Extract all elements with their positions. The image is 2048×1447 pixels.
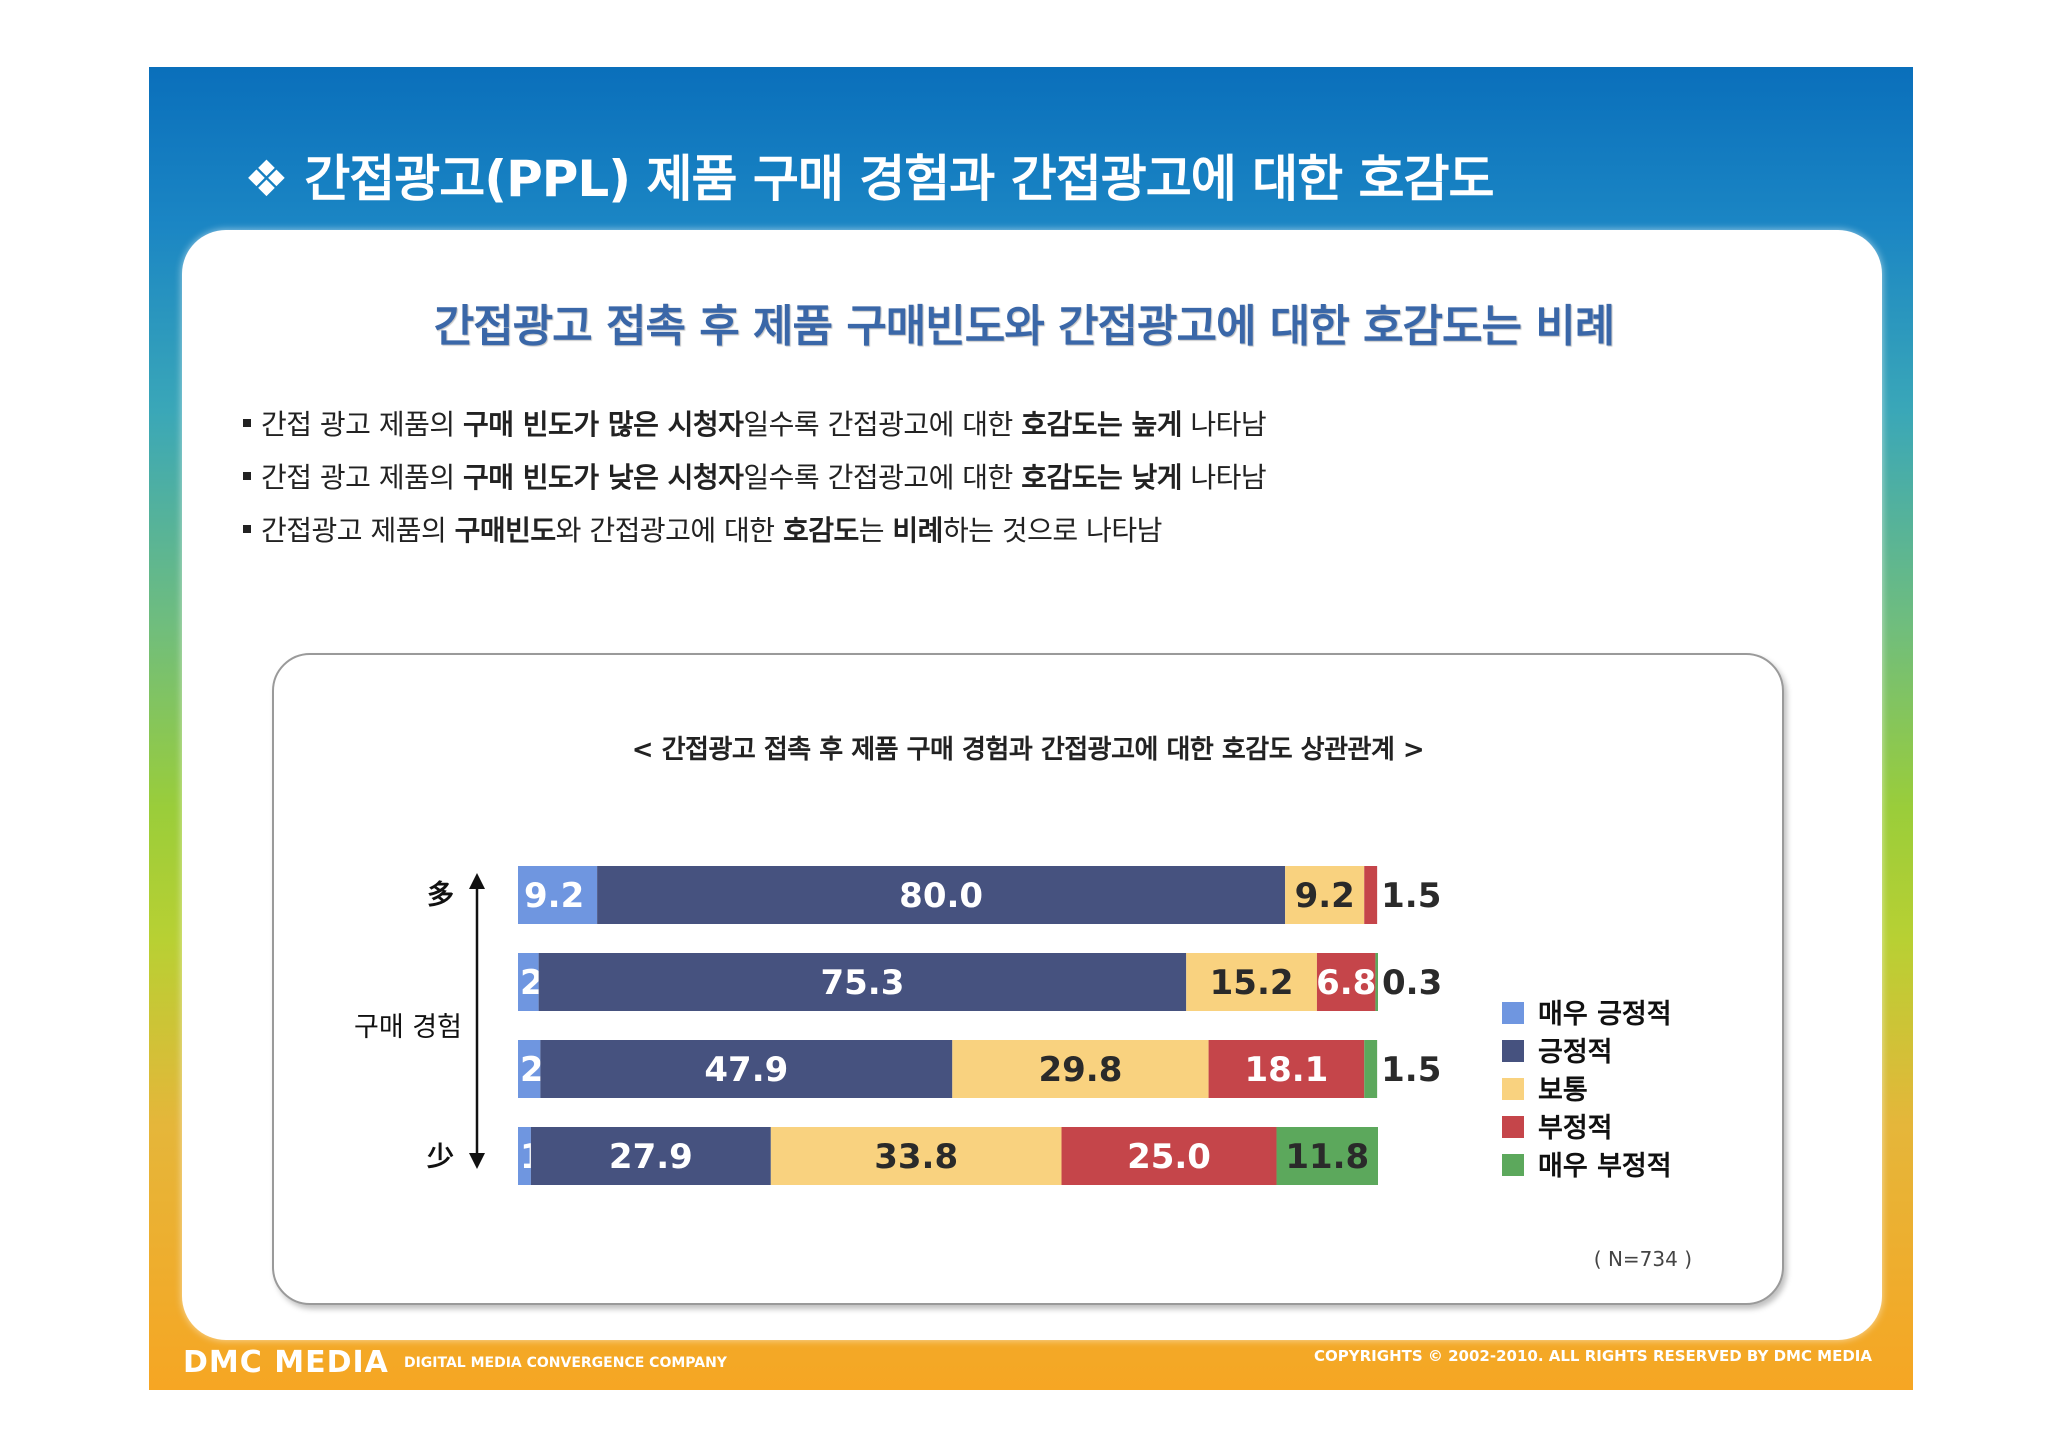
footer-copyright: COPYRIGHTS © 2002-2010. ALL RIGHTS RESER… bbox=[1314, 1347, 1872, 1365]
bar-segment bbox=[1208, 1040, 1365, 1098]
bullet-run: 와 간접광고에 대한 bbox=[555, 514, 783, 547]
bar-segment bbox=[1276, 1127, 1378, 1185]
data-label: 9.2 bbox=[524, 876, 584, 916]
bar-segment bbox=[540, 1040, 953, 1098]
chart-title: < 간접광고 접촉 후 제품 구매 경험과 간접광고에 대한 호감도 상관관계 … bbox=[631, 735, 1425, 765]
bullet-run: 는 bbox=[858, 514, 893, 547]
data-label: 25.0 bbox=[1127, 1137, 1211, 1177]
bar-segment bbox=[530, 1127, 771, 1185]
data-label: 18.1 bbox=[1244, 1050, 1328, 1090]
legend-item: 매우 부정적 bbox=[1502, 1148, 1672, 1186]
bullet-run: 간접 광고 제품의 bbox=[261, 461, 464, 494]
bullet-run: 일수록 간접광고에 대한 bbox=[743, 408, 1022, 441]
bullet-emphasis: 구매빈도 bbox=[454, 514, 557, 547]
legend-swatch bbox=[1502, 1039, 1524, 1062]
bar-segment bbox=[1061, 1127, 1277, 1185]
data-label: 1.5 bbox=[1381, 1050, 1441, 1090]
y-axis-top-label: 多 bbox=[427, 880, 454, 911]
legend-swatch bbox=[1502, 1153, 1524, 1176]
bullet-emphasis: 구매 빈도가 많은 시청자 bbox=[463, 408, 744, 441]
data-label: 75.3 bbox=[820, 963, 904, 1003]
stacked-bar-chart: 9.280.09.21.52.475.315.26.80.32.647.929.… bbox=[469, 866, 1442, 1185]
data-label: 33.8 bbox=[874, 1137, 958, 1177]
bullet-run: 나타남 bbox=[1182, 461, 1267, 494]
data-label: 1.5 bbox=[1381, 876, 1441, 916]
bullet-run: 간접 광고 제품의 bbox=[261, 408, 464, 441]
bar-segment bbox=[518, 1040, 541, 1098]
data-label: 0.3 bbox=[1382, 963, 1442, 1003]
data-label: 6.8 bbox=[1316, 963, 1376, 1003]
bullet-square-icon bbox=[243, 419, 251, 427]
chart-box: < 간접광고 접촉 후 제품 구매 경험과 간접광고에 대한 호감도 상관관계 … bbox=[272, 653, 1784, 1305]
bar-segment bbox=[1186, 953, 1317, 1011]
bullet-emphasis: 구매 빈도가 낮은 시청자 bbox=[463, 461, 744, 494]
bullet-square-icon bbox=[243, 525, 251, 533]
bullet-emphasis: 호감도 bbox=[782, 514, 859, 547]
bullet-emphasis: 호감도는 높게 bbox=[1021, 408, 1183, 441]
legend-label: 보통 bbox=[1538, 1075, 1588, 1106]
slide-title: ❖ 간접광고(PPL) 제품 구매 경험과 간접광고에 대한 호감도 bbox=[244, 150, 1495, 208]
bar-segment bbox=[538, 953, 1187, 1011]
y-axis-bottom-label: 少 bbox=[427, 1142, 454, 1173]
legend-item: 부정적 bbox=[1502, 1110, 1672, 1148]
sample-size-note: ( N=734 ) bbox=[1593, 1247, 1692, 1271]
bullet-text: 간접 광고 제품의 구매 빈도가 낮은 시청자일수록 간접광고에 대한 호감도는… bbox=[261, 461, 1267, 494]
legend-label: 부정적 bbox=[1538, 1113, 1613, 1144]
bar-segment bbox=[1375, 953, 1378, 1011]
arrow-down-icon bbox=[469, 1153, 485, 1169]
legend-swatch bbox=[1502, 1077, 1524, 1100]
legend-swatch bbox=[1502, 1115, 1524, 1138]
arrow-up-icon bbox=[469, 873, 485, 889]
data-label: 29.8 bbox=[1038, 1050, 1122, 1090]
bar-segment bbox=[1316, 953, 1376, 1011]
bar-segment bbox=[597, 866, 1286, 924]
bullet-run: 간접광고 제품의 bbox=[261, 514, 455, 547]
data-label: 15.2 bbox=[1210, 963, 1294, 1003]
bullet-text: 간접광고 제품의 구매빈도와 간접광고에 대한 호감도는 비례하는 것으로 나타… bbox=[261, 514, 1162, 547]
bullet-run: 나타남 bbox=[1182, 408, 1267, 441]
legend-label: 긍정적 bbox=[1538, 1037, 1613, 1068]
data-label: 11.8 bbox=[1285, 1137, 1369, 1177]
legend-item: 긍정적 bbox=[1502, 1034, 1672, 1072]
legend-item: 매우 긍정적 bbox=[1502, 996, 1672, 1034]
headline: 간접광고 접촉 후 제품 구매빈도와 간접광고에 대한 호감도는 비례 bbox=[433, 301, 1616, 352]
data-label: 27.9 bbox=[609, 1137, 693, 1177]
bar-segment bbox=[518, 866, 598, 924]
bullet-run: 하는 것으로 나타남 bbox=[942, 514, 1162, 547]
bar-segment bbox=[952, 1040, 1209, 1098]
bullet-run: 일수록 간접광고에 대한 bbox=[743, 461, 1022, 494]
bullet-item: 간접광고 제품의 구매빈도와 간접광고에 대한 호감도는 비례하는 것으로 나타… bbox=[243, 504, 1266, 557]
dmc-logo: DMC MEDIA bbox=[183, 1345, 389, 1380]
bullet-item: 간접 광고 제품의 구매 빈도가 많은 시청자일수록 간접광고에 대한 호감도는… bbox=[243, 398, 1267, 451]
footer-tagline: DIGITAL MEDIA CONVERGENCE COMPANY bbox=[403, 1354, 727, 1371]
bar-segment bbox=[770, 1127, 1062, 1185]
bullet-emphasis: 비례 bbox=[892, 514, 943, 547]
bar-segment bbox=[518, 1127, 531, 1185]
data-label: 47.9 bbox=[704, 1050, 788, 1090]
bar-segment bbox=[1364, 866, 1378, 924]
data-label: 9.2 bbox=[1295, 876, 1355, 916]
legend-swatch bbox=[1502, 1001, 1524, 1024]
bullet-item: 간접 광고 제품의 구매 빈도가 낮은 시청자일수록 간접광고에 대한 호감도는… bbox=[243, 451, 1267, 504]
legend-item: 보통 bbox=[1502, 1072, 1672, 1110]
bar-segment bbox=[1285, 866, 1365, 924]
bullet-emphasis: 호감도는 낮게 bbox=[1021, 461, 1183, 494]
data-label: 80.0 bbox=[899, 876, 983, 916]
bar-segment bbox=[518, 953, 539, 1011]
legend-label: 매우 긍정적 bbox=[1538, 999, 1672, 1030]
legend-label: 매우 부정적 bbox=[1538, 1151, 1672, 1182]
bullet-text: 간접 광고 제품의 구매 빈도가 많은 시청자일수록 간접광고에 대한 호감도는… bbox=[261, 408, 1267, 441]
bullet-square-icon bbox=[243, 472, 251, 480]
bar-segment bbox=[1364, 1040, 1378, 1098]
y-axis-label: 구매 경험 bbox=[354, 1012, 462, 1043]
bullet-list: 간접 광고 제품의 구매 빈도가 많은 시청자일수록 간접광고에 대한 호감도는… bbox=[243, 398, 1267, 557]
footer-logo-block: DMC MEDIA DIGITAL MEDIA CONVERGENCE COMP… bbox=[183, 1345, 727, 1380]
